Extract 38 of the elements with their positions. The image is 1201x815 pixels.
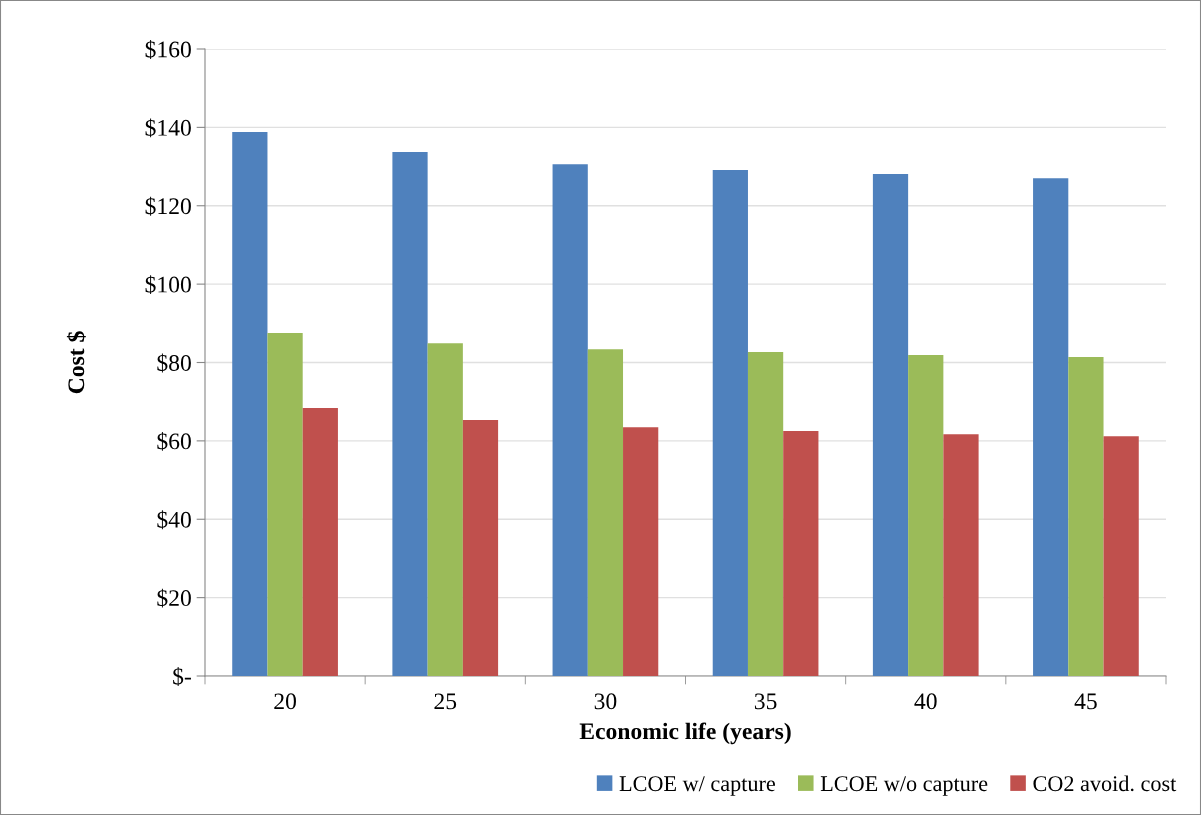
y-tick-label: $160 (145, 40, 191, 59)
legend-label: CO2 avoid. cost (1033, 775, 1177, 792)
x-tick-label: 35 (754, 693, 777, 710)
y-tick-label: $40 (157, 510, 191, 530)
y-tick-label: $100 (145, 275, 191, 295)
x-tick-label: 40 (914, 693, 937, 710)
bar (712, 170, 748, 676)
x-tick-label: 45 (1074, 693, 1097, 710)
x-tick-label: 20 (274, 693, 296, 710)
bar (747, 351, 784, 676)
bar (232, 132, 268, 676)
x-axis-title: Economic life (years) (579, 722, 791, 745)
bar (872, 174, 909, 676)
bar (392, 152, 428, 676)
y-tick-label: $- (173, 667, 191, 686)
bar (623, 427, 659, 676)
y-tick-label: $80 (157, 353, 191, 373)
y-tick-label: $140 (145, 118, 191, 138)
bar (783, 431, 819, 676)
x-tick-label: 30 (594, 693, 617, 710)
y-axis-title: Cost $ (66, 331, 86, 394)
bar (1068, 357, 1104, 676)
bar (302, 407, 338, 676)
y-tick-label: $20 (157, 588, 191, 608)
bar (943, 434, 979, 676)
bar (552, 164, 588, 676)
x-tick-label: 25 (434, 693, 457, 710)
legend-label: LCOE w/ capture (619, 776, 775, 796)
bar (267, 333, 303, 676)
bar (427, 343, 463, 676)
bar (462, 420, 499, 676)
legend-label: LCOE w/o capture (820, 776, 988, 796)
bar (1033, 178, 1069, 676)
bar (1103, 436, 1139, 676)
y-tick-label: $60 (157, 431, 191, 451)
y-tick-label: $120 (145, 196, 191, 216)
bar (908, 355, 944, 676)
bar (587, 349, 624, 676)
